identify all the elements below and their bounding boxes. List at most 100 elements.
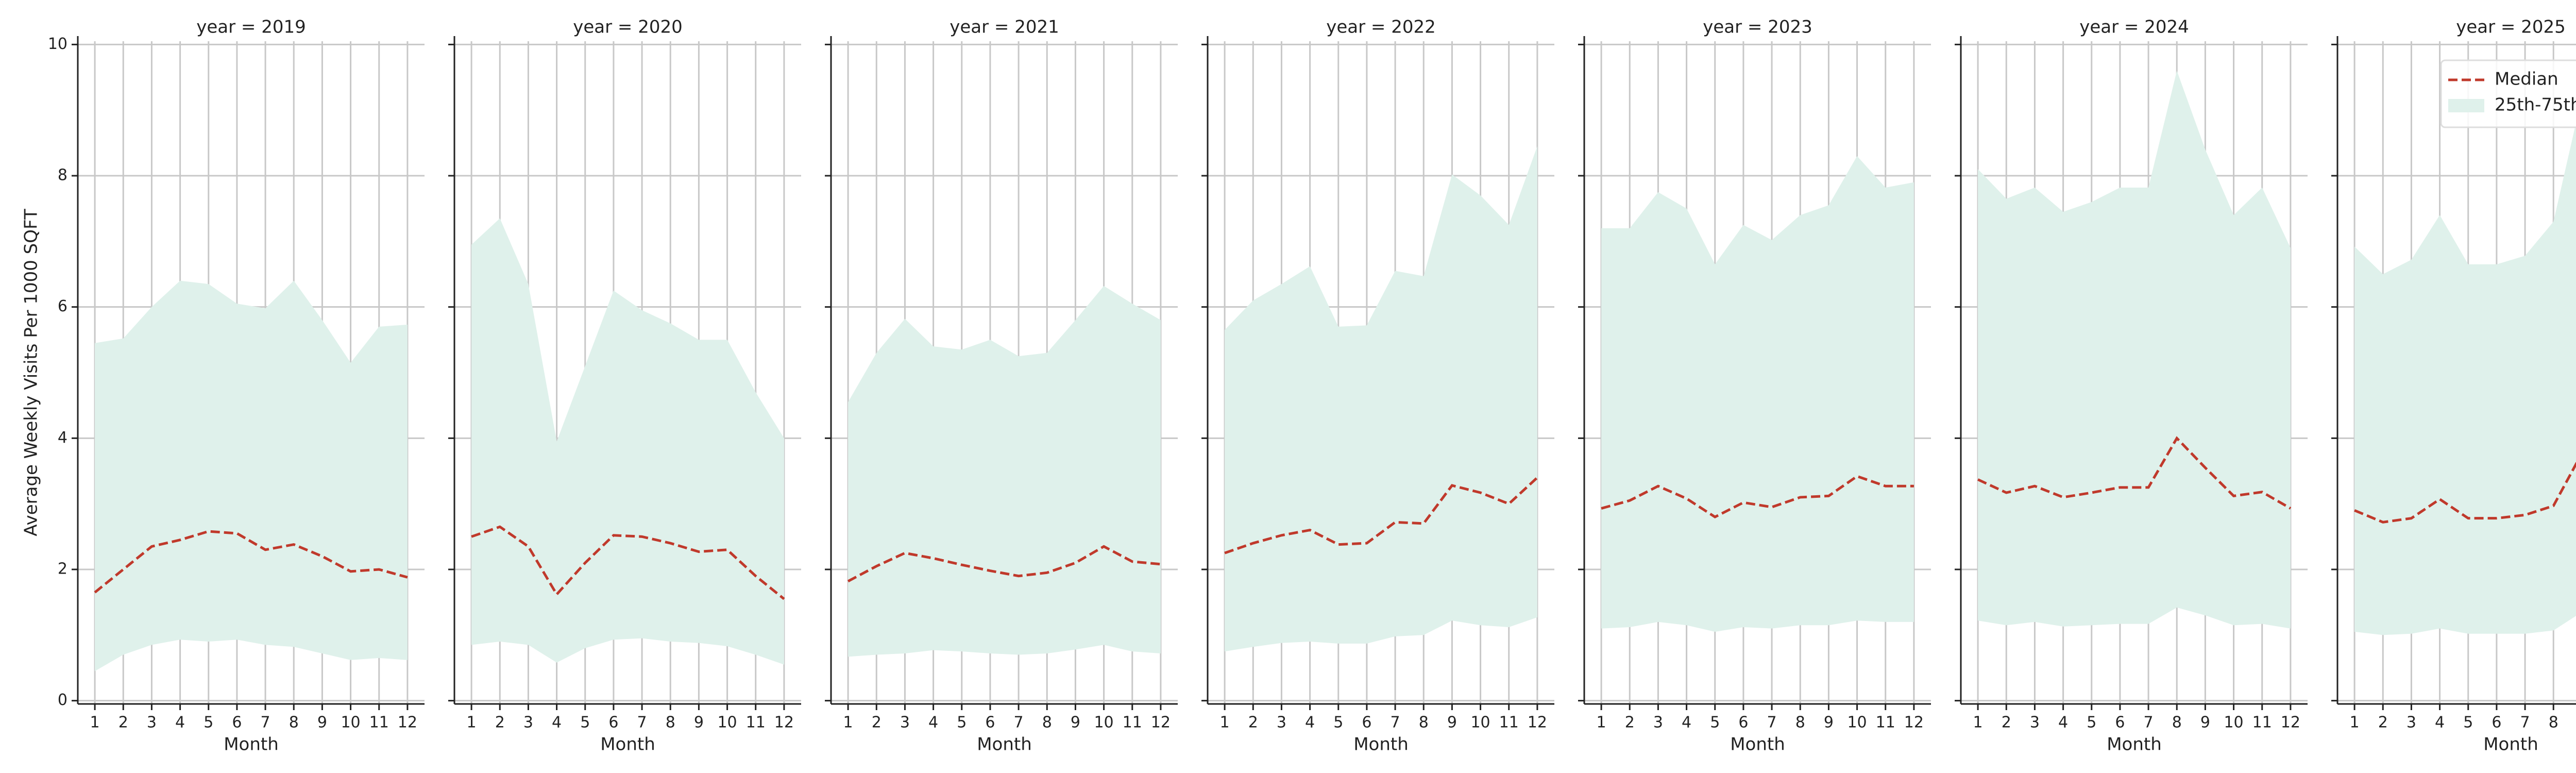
- x-tick-label: 7: [637, 714, 647, 732]
- y-axis-label: Average Weekly Visits Per 1000 SQFT: [21, 209, 42, 536]
- x-tick-label: 8: [2172, 714, 2182, 732]
- y-tick-label: 10: [48, 35, 67, 53]
- x-tick-label: 5: [580, 714, 590, 732]
- x-tick-label: 2: [2378, 714, 2388, 732]
- x-tick-label: 2: [1248, 714, 1258, 732]
- percentile-band: [1225, 146, 1537, 652]
- facet-title: year = 2020: [573, 17, 682, 38]
- x-tick-label: 7: [2144, 714, 2154, 732]
- x-tick-label: 3: [2030, 714, 2040, 732]
- percentile-band: [1601, 156, 1914, 632]
- facet-title: year = 2025: [2456, 17, 2565, 38]
- x-axis-label: Month: [600, 734, 655, 755]
- x-tick-label: 11: [1499, 714, 1519, 732]
- x-tick-label: 8: [1419, 714, 1429, 732]
- x-tick-label: 9: [1071, 714, 1080, 732]
- x-tick-label: 4: [552, 714, 562, 732]
- facet-title: year = 2023: [1703, 17, 1812, 38]
- x-tick-label: 1: [1973, 714, 1983, 732]
- x-tick-label: 12: [2281, 714, 2300, 732]
- x-tick-label: 2: [118, 714, 128, 732]
- x-axis-label: Month: [2107, 734, 2162, 755]
- percentile-band: [2354, 123, 2576, 635]
- median-line: [847, 545, 1161, 583]
- x-tick-label: 12: [1528, 714, 1547, 732]
- x-tick-label: 3: [147, 714, 157, 732]
- x-tick-label: 7: [1391, 714, 1400, 732]
- x-tick-label: 1: [843, 714, 853, 732]
- x-tick-label: 10: [2224, 714, 2243, 732]
- x-tick-label: 1: [1597, 714, 1606, 732]
- x-tick-label: 2: [872, 714, 882, 732]
- x-tick-label: 12: [1904, 714, 1924, 732]
- x-tick-label: 4: [1682, 714, 1691, 732]
- x-tick-label: 3: [2406, 714, 2416, 732]
- x-tick-label: 11: [2252, 714, 2272, 732]
- x-tick-label: 5: [2087, 714, 2096, 732]
- x-axis-label: Month: [1730, 734, 1785, 755]
- x-tick-label: 4: [2058, 714, 2068, 732]
- x-tick-label: 4: [2435, 714, 2445, 732]
- x-tick-label: 11: [746, 714, 766, 732]
- x-tick-label: 7: [1014, 714, 1024, 732]
- x-tick-label: 4: [175, 714, 185, 732]
- x-tick-label: 9: [2200, 714, 2210, 732]
- facet: year = 2025123456789101112MonthMedian25t…: [2331, 17, 2576, 755]
- x-tick-label: 5: [2463, 714, 2473, 732]
- percentile-band: [95, 280, 408, 671]
- x-tick-label: 3: [1653, 714, 1663, 732]
- x-axis-label: Month: [1353, 734, 1409, 755]
- x-tick-label: 3: [900, 714, 910, 732]
- x-tick-label: 10: [1094, 714, 1113, 732]
- percentile-band: [848, 285, 1161, 657]
- x-tick-label: 8: [666, 714, 675, 732]
- x-tick-label: 10: [717, 714, 737, 732]
- x-tick-label: 4: [1305, 714, 1315, 732]
- x-tick-label: 11: [1123, 714, 1142, 732]
- facet-title: year = 2019: [196, 17, 306, 38]
- x-axis-label: Month: [2483, 734, 2538, 755]
- facet-title: year = 2021: [950, 17, 1059, 38]
- x-tick-label: 3: [523, 714, 533, 732]
- y-tick-label: 8: [58, 166, 67, 184]
- x-tick-label: 6: [608, 714, 618, 732]
- x-tick-label: 5: [1333, 714, 1343, 732]
- x-tick-label: 5: [957, 714, 967, 732]
- x-tick-label: 1: [1220, 714, 1230, 732]
- x-tick-label: 10: [1847, 714, 1867, 732]
- y-tick-label: 4: [58, 429, 67, 447]
- x-tick-label: 3: [1277, 714, 1286, 732]
- x-tick-label: 6: [2115, 714, 2125, 732]
- legend-label: 25th-75th Percentile: [2495, 95, 2576, 115]
- x-tick-label: 10: [1470, 714, 1490, 732]
- x-tick-label: 12: [398, 714, 417, 732]
- x-tick-label: 9: [1824, 714, 1834, 732]
- median-line: [1977, 436, 2292, 510]
- percentile-band: [1978, 71, 2291, 629]
- x-tick-label: 8: [289, 714, 299, 732]
- y-tick-label: 6: [58, 297, 67, 315]
- x-tick-label: 7: [261, 714, 270, 732]
- x-tick-label: 6: [985, 714, 995, 732]
- x-tick-label: 6: [2492, 714, 2501, 732]
- x-axis-label: Month: [224, 734, 279, 755]
- legend-label: Median: [2495, 69, 2558, 90]
- x-tick-label: 9: [1447, 714, 1457, 732]
- x-tick-label: 12: [774, 714, 794, 732]
- x-tick-label: 8: [1042, 714, 1052, 732]
- x-tick-label: 2: [2002, 714, 2011, 732]
- median-line: [471, 525, 785, 600]
- x-tick-label: 8: [1795, 714, 1805, 732]
- median-line: [1224, 476, 1538, 554]
- median-line: [1601, 475, 1914, 518]
- x-tick-label: 1: [467, 714, 477, 732]
- x-tick-label: 9: [694, 714, 704, 732]
- y-tick-label: 0: [58, 691, 67, 709]
- x-tick-label: 7: [1767, 714, 1777, 732]
